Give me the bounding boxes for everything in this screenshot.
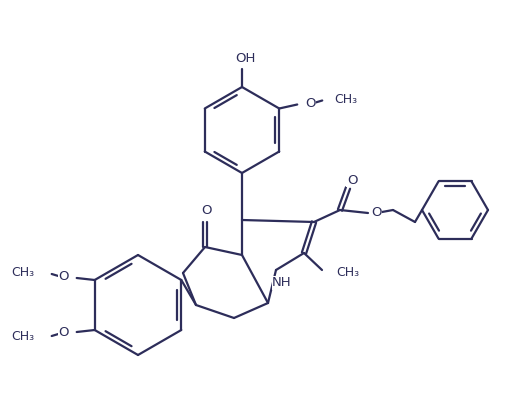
Text: O: O <box>371 205 381 219</box>
Text: CH₃: CH₃ <box>334 93 357 106</box>
Text: O: O <box>58 271 69 284</box>
Text: CH₃: CH₃ <box>12 330 35 343</box>
Text: CH₃: CH₃ <box>336 266 359 279</box>
Text: O: O <box>58 326 69 339</box>
Text: O: O <box>305 97 316 110</box>
Text: NH: NH <box>272 277 292 290</box>
Text: O: O <box>347 173 357 186</box>
Text: O: O <box>202 203 212 217</box>
Text: CH₃: CH₃ <box>12 266 35 279</box>
Text: OH: OH <box>235 53 255 66</box>
